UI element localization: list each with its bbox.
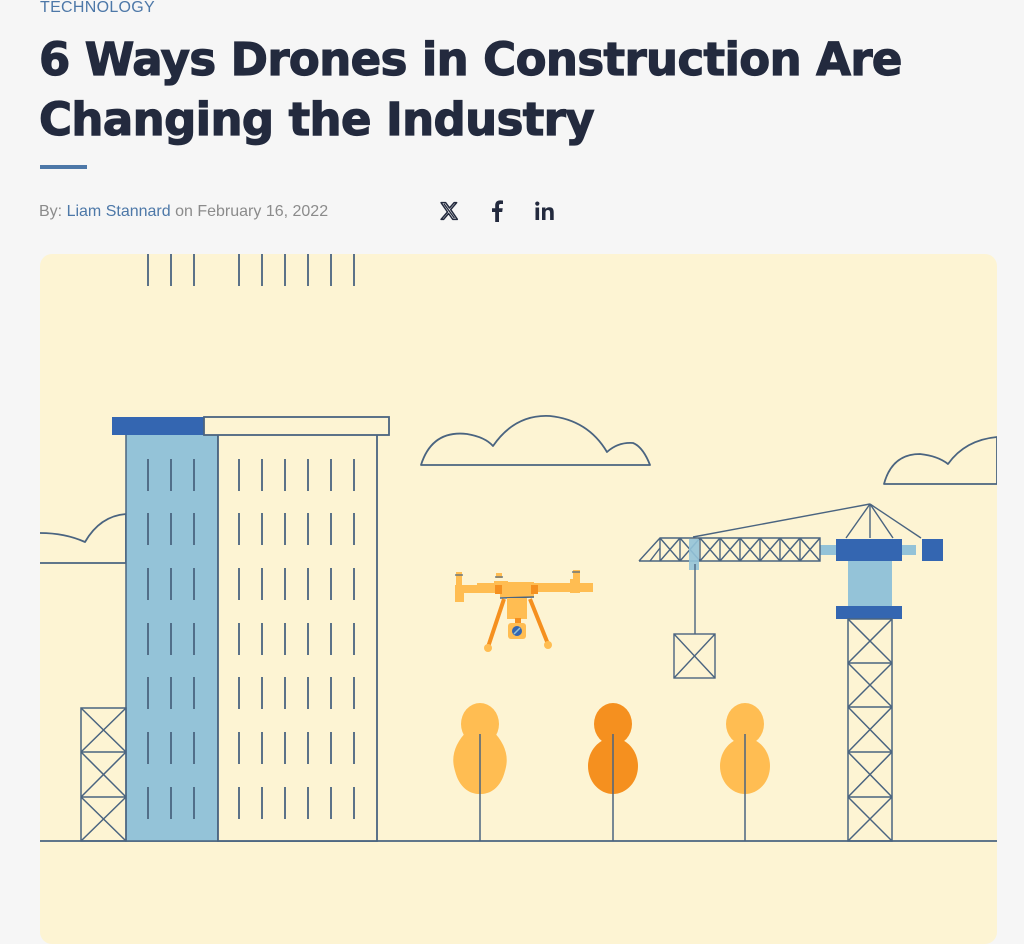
share-x-button[interactable]	[436, 198, 462, 224]
cream-building-roof	[203, 416, 390, 436]
cloud-left	[40, 513, 127, 564]
share-facebook-button[interactable]	[484, 198, 510, 224]
date-prefix: on	[175, 203, 193, 220]
publish-date: February 16, 2022	[197, 203, 329, 220]
cream-building	[217, 433, 378, 842]
tree-3	[720, 703, 770, 841]
drone	[455, 570, 593, 652]
tree-2	[588, 703, 638, 841]
category-link[interactable]: TECHNOLOGY	[40, 0, 156, 16]
title-divider	[40, 165, 87, 169]
cloud-right	[883, 436, 997, 485]
building-windows	[147, 254, 355, 286]
blue-building	[125, 433, 219, 842]
byline: By: Liam Stannard on February 16, 2022	[39, 201, 328, 223]
tower-crane	[638, 503, 943, 842]
share-links	[436, 198, 558, 224]
construction-drone-illustration	[40, 254, 997, 842]
article-title: 6 Ways Drones in Construction Are Changi…	[38, 32, 903, 146]
trees	[453, 703, 770, 841]
linkedin-icon	[535, 201, 554, 220]
byline-prefix: By:	[39, 203, 63, 220]
share-linkedin-button[interactable]	[532, 198, 558, 224]
scaffold-left	[80, 707, 127, 842]
cloud-middle	[420, 415, 651, 466]
hanging-crate	[673, 633, 716, 679]
x-logo-icon	[440, 201, 459, 221]
tree-1	[453, 703, 507, 841]
author-link[interactable]: Liam Stannard	[66, 203, 171, 220]
blue-building-roof	[112, 417, 205, 435]
hero-illustration	[40, 254, 997, 944]
facebook-icon	[492, 200, 503, 222]
